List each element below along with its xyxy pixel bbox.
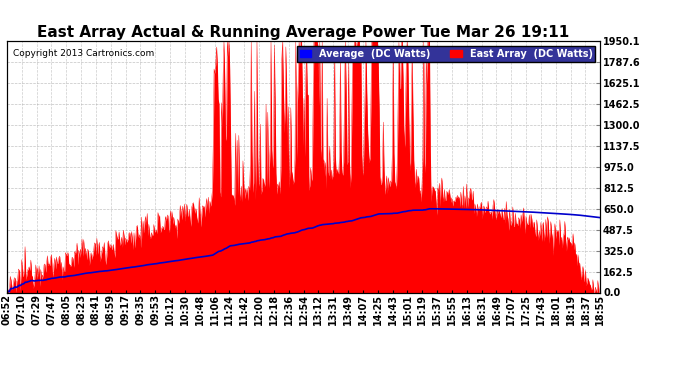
Title: East Array Actual & Running Average Power Tue Mar 26 19:11: East Array Actual & Running Average Powe… xyxy=(37,25,570,40)
Legend: Average  (DC Watts), East Array  (DC Watts): Average (DC Watts), East Array (DC Watts… xyxy=(297,46,595,62)
Text: Copyright 2013 Cartronics.com: Copyright 2013 Cartronics.com xyxy=(13,49,154,58)
